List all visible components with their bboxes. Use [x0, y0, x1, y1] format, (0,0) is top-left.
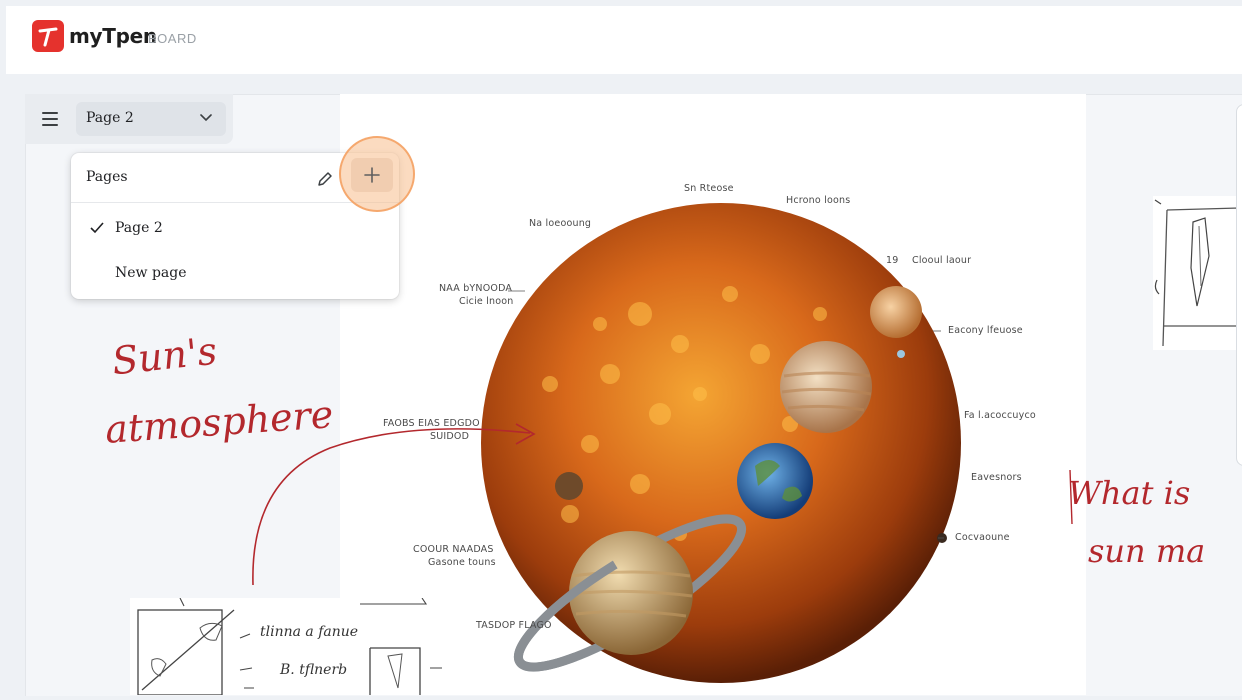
side-panel-edge[interactable]: [1236, 104, 1242, 466]
illustration-label: Fa l.acoccuyco: [964, 410, 1036, 421]
page-item-page-2[interactable]: Page 2: [71, 209, 399, 249]
jupiter-shape: [780, 341, 872, 433]
hamburger-menu-icon[interactable]: [39, 108, 61, 130]
pages-menu-title: Pages: [86, 169, 128, 185]
handwritten-note-right: What is: [1068, 474, 1191, 512]
checkmark-icon: [90, 222, 104, 234]
app-name: myTpen: [69, 24, 157, 48]
illustration-label: 19: [886, 255, 899, 266]
illustration-label: TASDOP FLAGO: [476, 620, 552, 631]
right-sketch-image: [1153, 196, 1242, 350]
illustration-label: FAOBS EIAS EDGDO: [383, 418, 480, 429]
plus-icon: [364, 167, 380, 183]
illustration-label: COOUR NAADAS: [413, 544, 494, 555]
menu-divider: [71, 202, 399, 203]
illustration-label: NAA bYNOODA: [439, 283, 513, 294]
mercury-shape: [555, 472, 583, 500]
sketch-note: B. tflnerb: [280, 662, 348, 678]
illustration-label: Sn Rteose: [684, 183, 734, 194]
app-product-label: BOARD: [148, 31, 197, 46]
illustration-label: Gasone touns: [428, 557, 496, 568]
venus-shape: [870, 286, 922, 338]
sketch-note: tlinna a fanue: [260, 624, 359, 640]
board-toolbar: Page 2: [25, 94, 233, 144]
solar-system-illustration: Sn Rteose Hcrono loons Na loeooung 19 Cl…: [340, 94, 1086, 695]
illustration-label: Eavesnors: [971, 472, 1022, 483]
illustration-label: Cicie lnoon: [459, 296, 514, 307]
illustration-label: Hcrono loons: [786, 195, 851, 206]
app-header: myTpen BOARD: [6, 6, 1242, 74]
add-page-button[interactable]: [351, 158, 393, 192]
illustration-label: SUIDOD: [430, 431, 470, 442]
earth-shape: [737, 443, 813, 519]
page-item-label: New page: [115, 265, 187, 281]
bottom-sketch-image: tlinna a fanue B. tflnerb: [130, 597, 442, 696]
illustration-label: Cocvaoune: [955, 532, 1010, 543]
page-selector-dropdown[interactable]: Page 2: [76, 102, 226, 136]
illustration-label: Na loeooung: [529, 218, 592, 229]
mytpen-logo-icon: [32, 20, 64, 52]
pencil-edit-icon[interactable]: [315, 169, 335, 189]
illustration-label: Clooul laour: [912, 255, 972, 266]
page-item-new-page[interactable]: New page: [71, 254, 399, 294]
chevron-down-icon: [200, 114, 212, 122]
page-item-label: Page 2: [115, 220, 163, 236]
current-page-label: Page 2: [86, 110, 134, 126]
handwritten-note-right: sun ma: [1088, 532, 1206, 570]
illustration-label: Eacony lfeuose: [948, 325, 1023, 336]
